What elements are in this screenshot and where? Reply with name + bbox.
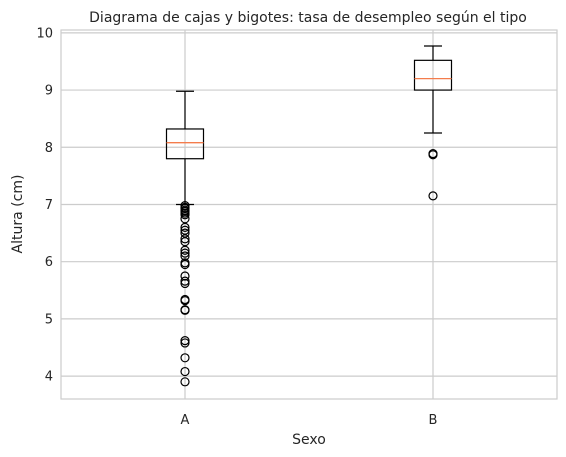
outlier-point <box>180 377 190 387</box>
x-axis-label: Sexo <box>292 432 326 448</box>
outlier-point <box>180 258 190 268</box>
outlier-point <box>180 201 190 211</box>
grid <box>61 30 557 399</box>
plot-frame <box>60 29 558 400</box>
outlier-point <box>180 338 190 348</box>
outlier-point <box>180 251 190 261</box>
boxes <box>165 45 453 387</box>
y-axis-label: Altura (cm) <box>10 175 26 254</box>
box-B <box>413 45 453 201</box>
outlier-point <box>428 148 438 159</box>
outlier-point <box>180 336 190 346</box>
outlier-point <box>180 366 190 377</box>
y-tick-label: 8 <box>45 141 53 156</box>
outlier-point <box>180 228 190 238</box>
y-tick-label: 7 <box>45 198 53 213</box>
outlier-point <box>180 294 190 305</box>
y-tick-label: 10 <box>36 26 53 41</box>
x-tick-label: B <box>429 413 438 428</box>
x-tick-label: A <box>181 413 190 428</box>
outlier-point <box>180 353 190 363</box>
plot-background <box>61 30 557 399</box>
y-tick-label: 9 <box>45 84 53 99</box>
outlier-point <box>180 276 190 286</box>
outlier-point <box>180 225 190 235</box>
y-tick-label: 4 <box>45 370 53 385</box>
y-tick-label: 6 <box>45 255 53 270</box>
box-A <box>165 90 205 387</box>
box-iqr <box>413 59 453 91</box>
outlier-point <box>180 271 190 281</box>
outlier-point <box>180 305 190 315</box>
outlier-point <box>180 248 190 258</box>
y-axis-ticks: 4 5 6 7 8 9 10 <box>36 26 53 384</box>
outlier-point <box>428 191 438 201</box>
y-tick-label: 5 <box>45 312 53 327</box>
box-iqr <box>165 128 205 160</box>
chart-title: Diagrama de cajas y bigotes: tasa de des… <box>89 10 527 26</box>
